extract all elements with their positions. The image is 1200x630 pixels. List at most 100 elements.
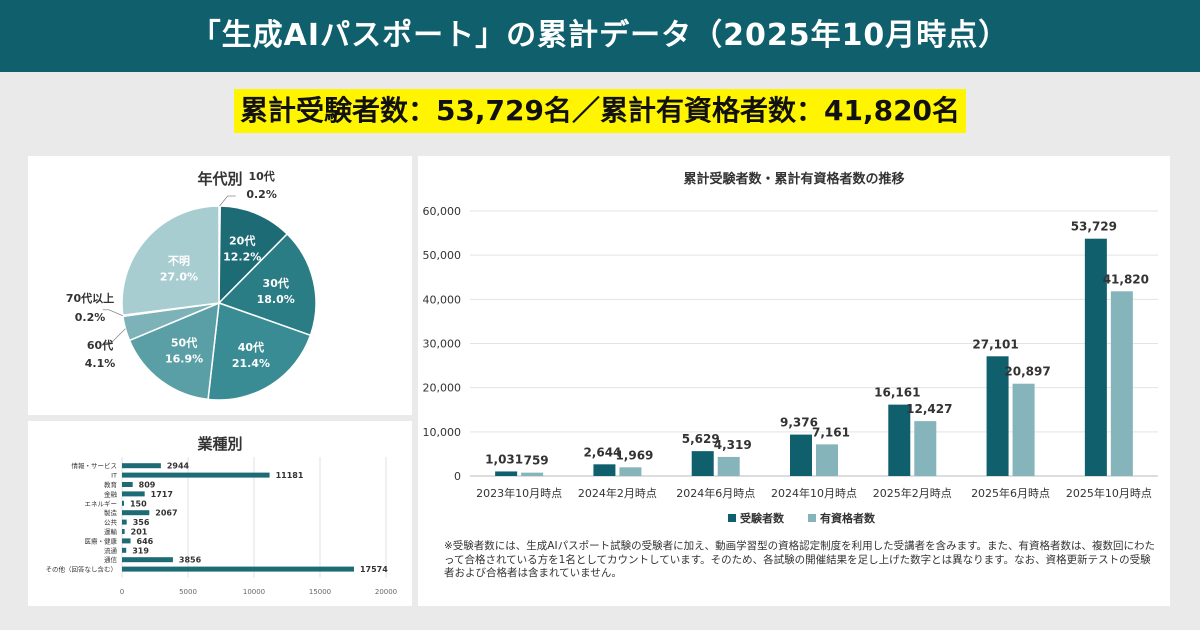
pie-slice-label: 不明 xyxy=(168,255,190,268)
x-tick-label: 20000 xyxy=(375,588,397,596)
x-category-label: 2024年2月時点 xyxy=(578,486,657,500)
category-label: エネルギー xyxy=(85,500,118,508)
pie-slice-value: 0.2% xyxy=(246,188,277,201)
bar-value-label: 4,319 xyxy=(714,438,752,452)
bar-value-label: 5,629 xyxy=(682,432,720,446)
y-tick-label: 50,000 xyxy=(423,249,462,262)
trend-chart-title: 累計受験者数・累計有資格者数の推移 xyxy=(683,171,904,187)
header-title: 「生成AIパスポート」の累計データ（2025年10月時点） xyxy=(0,0,1200,72)
pie-slice xyxy=(121,205,220,316)
y-tick-label: 0 xyxy=(454,470,461,483)
pie-slice-label: 70代以上 xyxy=(66,291,114,305)
examinee-bar xyxy=(986,356,1009,476)
examinee-bar xyxy=(593,464,616,476)
legend-swatch xyxy=(728,514,736,522)
x-tick-label: 0 xyxy=(120,588,124,596)
bar-value-label: 9,376 xyxy=(780,416,818,430)
bar-value-label: 2944 xyxy=(167,462,190,471)
y-tick-label: 60,000 xyxy=(423,205,462,218)
bar-value-label: 41,820 xyxy=(1103,272,1149,286)
pie-slice-label: 50代 xyxy=(171,336,197,350)
x-tick-label: 15000 xyxy=(309,588,331,596)
pie-slice-label: 20代 xyxy=(229,234,255,248)
age-chart-title: 年代別 xyxy=(197,170,242,188)
bar-value-label: 20,897 xyxy=(1004,365,1050,379)
bar-value-label: 759 xyxy=(524,454,549,468)
bar-value-label: 2067 xyxy=(155,509,177,518)
pie-slice-label: 40代 xyxy=(238,340,264,354)
bar-value-label: 12,427 xyxy=(906,402,952,416)
age-chart-panel: 年代別 20代 12.2% 30代 18.0% 40代 21.4% 50代 16.9% 不明 27… xyxy=(28,156,412,415)
pie-slice-value: 0.2% xyxy=(75,311,106,324)
x-category-label: 2025年10月時点 xyxy=(1066,486,1152,500)
examinee-bar xyxy=(790,434,812,476)
leader-line xyxy=(103,328,126,343)
summary-banner: 累計受験者数：53,729名／累計有資格者数：41,820名 xyxy=(0,89,1200,133)
bar-value-label: 11181 xyxy=(276,471,304,480)
x-tick-label: 5000 xyxy=(179,588,197,596)
trend-chart-panel: 累計受験者数・累計有資格者数の推移 0 10,000 20,000 30,000 40,… xyxy=(418,156,1170,606)
y-tick-label: 30,000 xyxy=(423,338,462,351)
pie-slice xyxy=(128,301,220,401)
industry-bar xyxy=(122,500,124,506)
bar-value-label: 356 xyxy=(133,518,150,527)
certified-bar xyxy=(914,421,937,476)
category-label: 教育 xyxy=(104,480,118,489)
industry-bar xyxy=(122,519,127,525)
industry-bar xyxy=(122,547,127,553)
pie-slice-label: 60代 xyxy=(87,338,113,352)
industry-chart-title: 業種別 xyxy=(196,435,242,453)
certified-bar xyxy=(717,456,740,476)
bar-value-label: 1,969 xyxy=(615,448,653,462)
x-tick-label: 10000 xyxy=(243,588,265,596)
examinee-bar xyxy=(888,404,911,476)
industry-bar xyxy=(122,510,150,516)
industry-bar xyxy=(122,482,133,487)
legend-label: 受験者数 xyxy=(740,511,785,525)
bar-value-label: 1,031 xyxy=(485,452,523,466)
pie-slice-value: 27.0% xyxy=(160,271,198,284)
bar-value-label: 319 xyxy=(132,546,149,555)
pie-slice-label: 10代 xyxy=(248,169,274,183)
category-label: 情報・サービス xyxy=(72,461,118,470)
y-tick-label: 40,000 xyxy=(423,293,462,306)
certified-bar xyxy=(1110,291,1133,476)
category-label: 医療・健康 xyxy=(85,536,118,545)
x-category-label: 2024年10月時点 xyxy=(771,486,857,500)
x-category-label: 2025年6月時点 xyxy=(971,486,1050,500)
industry-bar xyxy=(122,472,270,478)
examinee-bar xyxy=(1084,238,1107,476)
industry-bar xyxy=(122,529,125,534)
industry-bar xyxy=(122,557,173,563)
category-label: その他（回答なし含む） xyxy=(46,565,118,574)
bar-value-label: 16,161 xyxy=(874,386,920,400)
category-label: 通信 xyxy=(104,555,118,564)
pie-slice-value: 12.2% xyxy=(223,251,261,264)
category-label: 製造 xyxy=(104,508,118,517)
examinee-bar xyxy=(691,451,714,476)
pie-slice-value: 16.9% xyxy=(165,353,203,366)
industry-bar xyxy=(122,566,354,572)
pie-slice-label: 30代 xyxy=(263,276,289,290)
bar-value-label: 27,101 xyxy=(972,337,1018,351)
category-label: 金融 xyxy=(104,489,118,498)
industry-chart-panel: 業種別 0 5000 10000 15000 20000 情報・サービス 2944 IT 111… xyxy=(28,421,412,606)
summary-text: 累計受験者数：53,729名／累計有資格者数：41,820名 xyxy=(233,89,967,133)
pie-slice-value: 4.1% xyxy=(85,357,116,370)
bar-value-label: 646 xyxy=(137,537,154,546)
pie-slice xyxy=(218,205,289,305)
bar-value-label: 3856 xyxy=(179,556,202,565)
certified-bar xyxy=(1012,383,1035,476)
category-label: 公共 xyxy=(104,518,118,527)
category-label: 運輸 xyxy=(104,527,118,536)
certified-bar xyxy=(521,472,544,476)
pie-slice xyxy=(207,301,312,401)
industry-bar xyxy=(122,538,131,544)
leader-line xyxy=(102,309,124,317)
legend-swatch xyxy=(808,514,816,522)
bar-value-label: 150 xyxy=(130,499,147,508)
industry-bar xyxy=(122,491,145,497)
bar-value-label: 2,644 xyxy=(583,445,621,459)
leader-line xyxy=(219,195,236,207)
pie-slice xyxy=(217,232,317,337)
